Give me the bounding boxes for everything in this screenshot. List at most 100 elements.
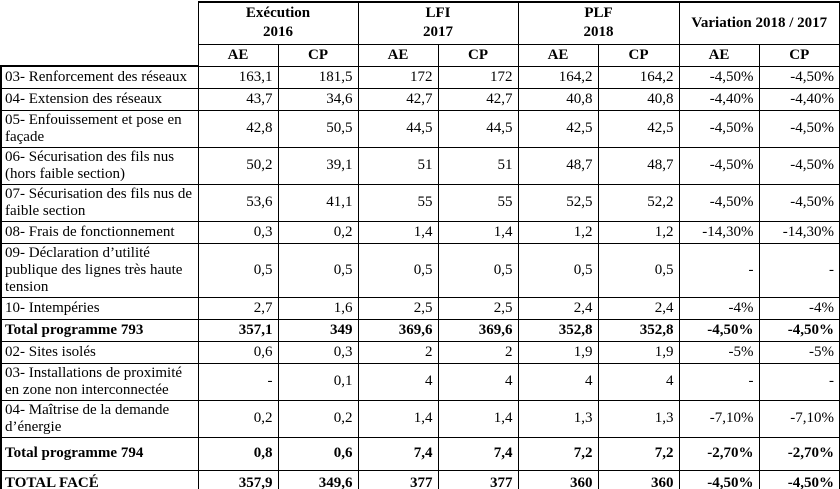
value-cell: -4,50% xyxy=(758,183,840,222)
value-cell: 181,5 xyxy=(277,65,359,89)
value-cell: -5% xyxy=(758,340,840,364)
value-cell: 40,8 xyxy=(517,87,599,111)
group-header-row: Exécution 2016 LFI 2017 PLF 2018 Variati… xyxy=(1,1,840,66)
corner-cell xyxy=(1,2,198,66)
col-group-label-line1: Variation 2018 / 2017 xyxy=(691,14,828,31)
value-cell: - xyxy=(678,362,760,401)
value-cell: 2 xyxy=(437,340,519,364)
table-row: 04- Maîtrise de la demande d’énergie 0,2 0… xyxy=(0,399,840,438)
table-row: 06- Sécurisation des fils nus (hors faib… xyxy=(0,146,840,185)
value-cell: -4% xyxy=(758,296,840,320)
value-cell: - xyxy=(197,362,279,401)
value-cell: -5% xyxy=(678,340,760,364)
table-row: Total programme 793 357,1 349 369,6 369,6 352… xyxy=(0,318,840,342)
value-cell: 360 xyxy=(597,469,680,489)
value-cell: -4,50% xyxy=(678,469,760,489)
value-cell: 51 xyxy=(357,146,439,185)
value-cell: 0,2 xyxy=(277,399,359,438)
value-cell: 44,5 xyxy=(437,109,519,148)
row-label-cell: 08- Frais de fonctionnement xyxy=(0,220,199,244)
value-cell: 4 xyxy=(517,362,599,401)
value-cell: 51 xyxy=(437,146,519,185)
value-cell: - xyxy=(678,242,760,298)
table-row: 09- Déclaration d’utilité publique des l… xyxy=(0,242,840,298)
value-cell: 1,4 xyxy=(357,220,439,244)
value-cell: 4 xyxy=(437,362,519,401)
value-cell: 0,5 xyxy=(597,242,680,298)
row-label-cell: 10- Intempéries xyxy=(0,296,199,320)
value-cell: 7,2 xyxy=(597,436,680,471)
value-cell: 369,6 xyxy=(437,318,519,342)
value-cell: 50,5 xyxy=(277,109,359,148)
table-body: 03- Renforcement des réseaux 163,1 181,5 17… xyxy=(0,65,840,489)
value-cell: -7,10% xyxy=(678,399,760,438)
table-row: 05- Enfouissement et pose en façade 42,8 5… xyxy=(0,109,840,148)
value-cell: 349,6 xyxy=(277,469,359,489)
table-row: Total programme 794 0,8 0,6 7,4 7,4 7,2 7,2 -2,… xyxy=(0,436,840,471)
value-cell: -4,50% xyxy=(758,318,840,342)
row-label-cell: TOTAL FACÉ xyxy=(0,469,199,489)
value-cell: 55 xyxy=(357,183,439,222)
table-row: 10- Intempéries 2,7 1,6 2,5 2,5 2,4 2,4 -4% -4% xyxy=(0,296,840,320)
value-cell: 0,8 xyxy=(197,436,279,471)
col-group-label-line1: PLF xyxy=(584,5,613,22)
value-cell: 1,4 xyxy=(437,220,519,244)
col-group-label-line2: 2018 xyxy=(583,24,614,41)
sub-header-cp: CP xyxy=(597,43,680,67)
value-cell: 0,1 xyxy=(277,362,359,401)
value-cell: 48,7 xyxy=(597,146,680,185)
value-cell: -4,50% xyxy=(678,146,760,185)
value-cell: 43,7 xyxy=(197,87,279,111)
value-cell: 7,4 xyxy=(437,436,519,471)
row-label-cell: Total programme 793 xyxy=(0,318,199,342)
sub-header-cp: CP xyxy=(277,43,359,67)
col-group-variation: Variation 2018 / 2017 xyxy=(678,1,840,45)
value-cell: -4,50% xyxy=(678,65,760,89)
col-group-plf-2018: PLF 2018 xyxy=(517,1,680,45)
value-cell: 164,2 xyxy=(597,65,680,89)
value-cell: -4,50% xyxy=(758,469,840,489)
value-cell: 2,4 xyxy=(517,296,599,320)
value-cell: 352,8 xyxy=(597,318,680,342)
value-cell: -4,40% xyxy=(678,87,760,111)
sub-header-cp: CP xyxy=(758,43,840,67)
value-cell: 0,3 xyxy=(277,340,359,364)
value-cell: 163,1 xyxy=(197,65,279,89)
value-cell: -2,70% xyxy=(758,436,840,471)
value-cell: 0,5 xyxy=(437,242,519,298)
sub-header-ae: AE xyxy=(678,43,760,67)
row-label-cell: 03- Renforcement des réseaux xyxy=(0,65,199,89)
value-cell: 360 xyxy=(517,469,599,489)
col-group-label-line2: 2016 xyxy=(263,24,293,41)
sub-header-ae: AE xyxy=(197,43,279,67)
value-cell: -14,30% xyxy=(758,220,840,244)
col-group-label-line2: 2017 xyxy=(423,24,454,41)
value-cell: 1,4 xyxy=(437,399,519,438)
row-label-cell: 09- Déclaration d’utilité publique des l… xyxy=(0,242,199,298)
value-cell: 41,1 xyxy=(277,183,359,222)
value-cell: - xyxy=(758,362,840,401)
value-cell: 53,6 xyxy=(197,183,279,222)
value-cell: 349 xyxy=(277,318,359,342)
value-cell: -2,70% xyxy=(678,436,760,471)
value-cell: 48,7 xyxy=(517,146,599,185)
table-row: 07- Sécurisation des fils nus de faible … xyxy=(0,183,840,222)
value-cell: 4 xyxy=(357,362,439,401)
value-cell: 0,5 xyxy=(277,242,359,298)
value-cell: 0,6 xyxy=(277,436,359,471)
row-label-cell: 05- Enfouissement et pose en façade xyxy=(0,109,199,148)
value-cell: 42,7 xyxy=(437,87,519,111)
value-cell: 39,1 xyxy=(277,146,359,185)
value-cell: -4,50% xyxy=(758,65,840,89)
value-cell: -4,50% xyxy=(758,109,840,148)
value-cell: 0,5 xyxy=(517,242,599,298)
value-cell: 1,3 xyxy=(517,399,599,438)
value-cell: 0,2 xyxy=(197,399,279,438)
table-row: 02- Sites isolés 0,6 0,3 2 2 1,9 1,9 -5% -5% xyxy=(0,340,840,364)
row-label-cell: 04- Maîtrise de la demande d’énergie xyxy=(0,399,199,438)
value-cell: 1,2 xyxy=(597,220,680,244)
value-cell: 1,9 xyxy=(597,340,680,364)
value-cell: 55 xyxy=(437,183,519,222)
